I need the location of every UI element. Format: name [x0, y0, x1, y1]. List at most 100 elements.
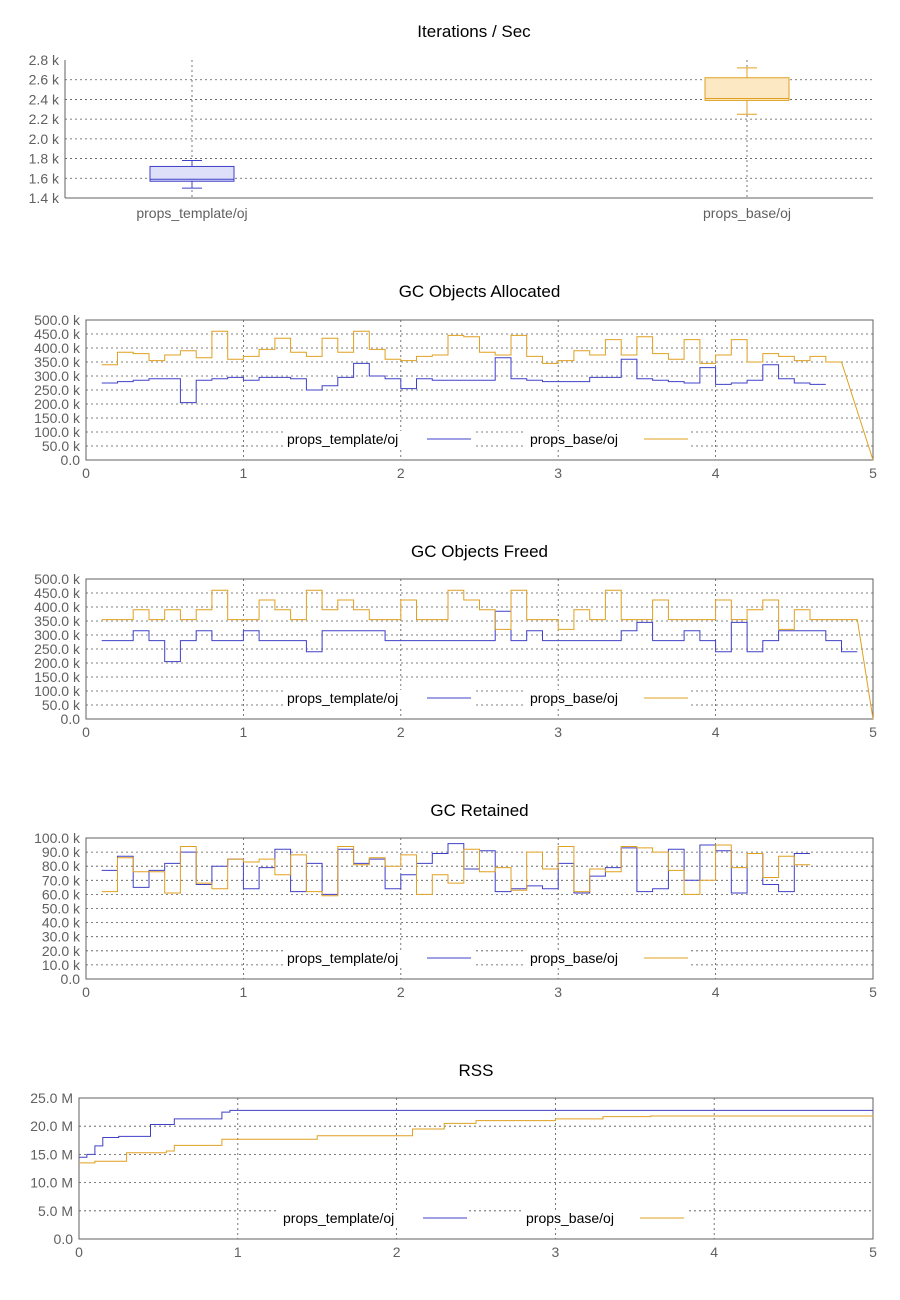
- legend-bg: [283, 431, 473, 448]
- y-tick-label: 350.0 k: [34, 613, 81, 629]
- x-tick-label: 0: [82, 465, 90, 481]
- x-tick-label: 4: [712, 465, 720, 481]
- legend-label: props_template/oj: [287, 431, 398, 447]
- y-tick-label: 0.0: [61, 971, 81, 987]
- y-tick-label: 150.0 k: [34, 410, 81, 426]
- legend-bg: [526, 431, 691, 448]
- x-tick-label: 4: [712, 724, 720, 740]
- y-tick-label: 200.0 k: [34, 396, 81, 412]
- y-tick-label: 450.0 k: [34, 326, 81, 342]
- y-tick-label: 1.4 k: [29, 190, 60, 206]
- y-tick-label: 300.0 k: [34, 627, 81, 643]
- chart-title: GC Objects Allocated: [399, 282, 561, 301]
- y-tick-label: 2.6 k: [29, 72, 60, 88]
- x-tick-label: 2: [397, 984, 405, 1000]
- x-tick-label: 2: [397, 724, 405, 740]
- y-tick-label: 10.0 k: [42, 957, 81, 973]
- legend-bg: [283, 950, 473, 967]
- legend-bg: [526, 950, 691, 967]
- x-tick-label: 5: [869, 465, 877, 481]
- legend-bg: [522, 1210, 687, 1227]
- x-tick-label: 0: [82, 984, 90, 1000]
- x-tick-label: 4: [712, 984, 720, 1000]
- y-tick-label: 90.0 k: [42, 844, 81, 860]
- x-tick-label: 5: [869, 724, 877, 740]
- series-line-base: [101, 844, 810, 897]
- y-tick-label: 0.0: [61, 711, 81, 727]
- y-tick-label: 20.0 k: [42, 943, 81, 959]
- y-tick-label: 500.0 k: [34, 312, 81, 328]
- y-tick-label: 60.0 k: [42, 886, 81, 902]
- y-tick-label: 50.0 k: [42, 901, 81, 917]
- y-tick-label: 20.0 M: [30, 1118, 73, 1134]
- x-tick-label: 2: [397, 465, 405, 481]
- y-tick-label: 5.0 M: [38, 1203, 73, 1219]
- plot-frame: [85, 319, 874, 461]
- x-tick-label: 1: [240, 984, 248, 1000]
- plot-frame: [85, 837, 874, 980]
- x-tick-label: 3: [554, 465, 562, 481]
- x-tick-label: 3: [552, 1244, 560, 1260]
- y-tick-label: 70.0 k: [42, 872, 81, 888]
- chart-5: RSS 0.0 5.0 M 10.0 M 15.0 M 20.0 M 25.0 M 0 1 2 3 4…: [30, 1061, 877, 1260]
- chart-title: GC Retained: [430, 801, 528, 820]
- y-tick-label: 150.0 k: [34, 669, 81, 685]
- y-tick-label: 100.0 k: [34, 830, 81, 846]
- series-line-template: [101, 843, 810, 895]
- legend-label: props_template/oj: [287, 950, 398, 966]
- y-tick-label: 250.0 k: [34, 382, 81, 398]
- x-tick-label: 2: [393, 1244, 401, 1260]
- x-tick-label: 1: [234, 1244, 242, 1260]
- chart-title: GC Objects Freed: [411, 542, 548, 561]
- legend-label: props_base/oj: [530, 431, 618, 447]
- y-tick-label: 0.0: [54, 1231, 74, 1247]
- chart-title: Iterations / Sec: [417, 22, 531, 41]
- x-tick-label: 1: [240, 724, 248, 740]
- legend-bg: [526, 690, 691, 707]
- legend-bg: [279, 1210, 469, 1227]
- y-tick-label: 500.0 k: [34, 571, 81, 587]
- y-tick-label: 300.0 k: [34, 368, 81, 384]
- y-tick-label: 50.0 k: [42, 438, 81, 454]
- series-line-template: [79, 1109, 873, 1158]
- x-tick-label: 5: [869, 1244, 877, 1260]
- legend-label: props_base/oj: [526, 1210, 614, 1226]
- x-tick-label: 3: [554, 724, 562, 740]
- y-tick-label: 1.8 k: [29, 151, 60, 167]
- box-1: [704, 77, 790, 101]
- y-tick-label: 0.0: [61, 452, 81, 468]
- y-tick-label: 250.0 k: [34, 641, 81, 657]
- chart-title: RSS: [459, 1061, 494, 1080]
- x-tick-label: 5: [869, 984, 877, 1000]
- plot-frame: [78, 1097, 874, 1240]
- series-line-base: [101, 589, 874, 720]
- y-tick-label: 350.0 k: [34, 354, 81, 370]
- x-category-label: props_base/oj: [703, 205, 791, 221]
- series-line-base: [101, 330, 874, 461]
- y-tick-label: 2.2 k: [29, 111, 60, 127]
- y-tick-label: 1.6 k: [29, 170, 60, 186]
- y-tick-label: 40.0 k: [42, 915, 81, 931]
- series-line-template: [101, 357, 826, 404]
- y-tick-label: 50.0 k: [42, 697, 81, 713]
- y-tick-label: 25.0 M: [30, 1090, 73, 1106]
- y-tick-label: 200.0 k: [34, 655, 81, 671]
- y-tick-label: 2.8 k: [29, 52, 60, 68]
- legend-label: props_template/oj: [283, 1210, 394, 1226]
- y-tick-label: 80.0 k: [42, 858, 81, 874]
- y-tick-label: 30.0 k: [42, 929, 81, 945]
- y-tick-label: 100.0 k: [34, 424, 81, 440]
- plot-frame: [85, 578, 874, 720]
- y-tick-label: 15.0 M: [30, 1146, 73, 1162]
- series-line-base: [79, 1115, 874, 1164]
- legend-label: props_base/oj: [530, 950, 618, 966]
- x-tick-label: 0: [75, 1244, 83, 1260]
- x-tick-label: 1: [240, 465, 248, 481]
- y-tick-label: 400.0 k: [34, 340, 81, 356]
- legend-label: props_base/oj: [530, 690, 618, 706]
- y-tick-label: 450.0 k: [34, 585, 81, 601]
